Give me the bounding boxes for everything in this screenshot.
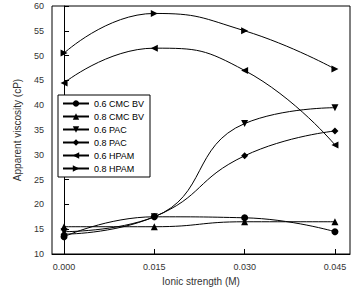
svg-text:Apparent viscosity (cP): Apparent viscosity (cP): [12, 79, 23, 181]
svg-text:40: 40: [34, 100, 44, 110]
svg-text:0.030: 0.030: [233, 262, 256, 272]
svg-text:60: 60: [34, 1, 44, 11]
svg-text:35: 35: [34, 125, 44, 135]
svg-text:0.8 HPAM: 0.8 HPAM: [94, 164, 134, 174]
svg-text:0.6 PAC: 0.6 PAC: [94, 125, 127, 135]
svg-text:0.6 HPAM: 0.6 HPAM: [94, 151, 134, 161]
svg-text:0.8 PAC: 0.8 PAC: [94, 138, 127, 148]
svg-text:0.000: 0.000: [53, 262, 76, 272]
svg-text:55: 55: [34, 26, 44, 36]
svg-text:15: 15: [34, 224, 44, 234]
svg-text:20: 20: [34, 199, 44, 209]
svg-text:0.8 CMC BV: 0.8 CMC BV: [94, 112, 144, 122]
svg-text:50: 50: [34, 51, 44, 61]
svg-text:0.015: 0.015: [143, 262, 166, 272]
svg-text:45: 45: [34, 75, 44, 85]
svg-text:25: 25: [34, 175, 44, 185]
svg-text:30: 30: [34, 150, 44, 160]
svg-text:0.6 CMC BV: 0.6 CMC BV: [94, 99, 144, 109]
svg-text:10: 10: [34, 249, 44, 259]
svg-text:Ionic strength (M): Ionic strength (M): [162, 276, 240, 287]
svg-text:0.045: 0.045: [324, 262, 347, 272]
